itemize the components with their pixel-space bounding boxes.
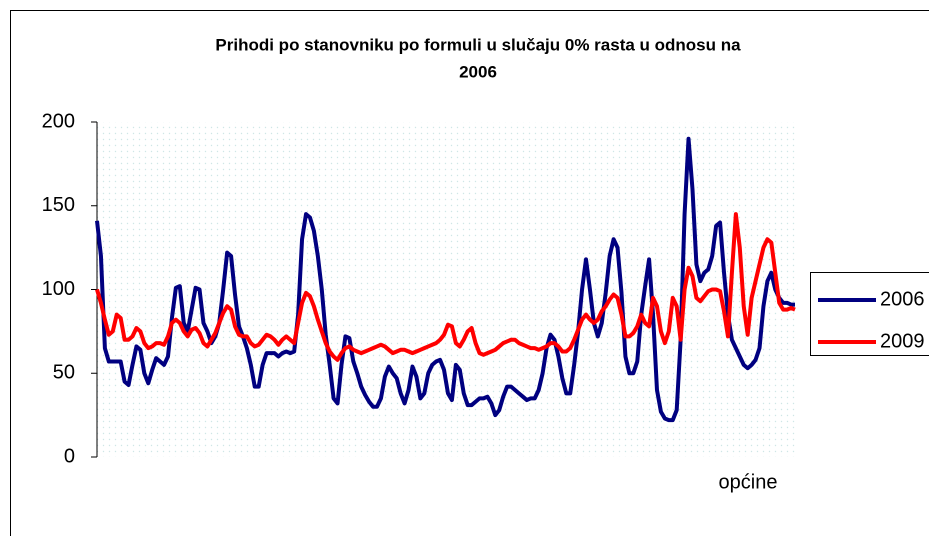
y-tick-label: 50 <box>53 362 75 384</box>
legend-label: 2006 <box>880 288 925 310</box>
series-line <box>95 212 796 362</box>
chart-title: 2006 <box>459 62 497 81</box>
y-tick-label: 100 <box>42 278 75 300</box>
y-tick-label: 0 <box>64 445 75 467</box>
x-axis-label: općine <box>719 471 778 493</box>
y-tick-label: 150 <box>42 194 75 216</box>
y-tick-label: 200 <box>42 110 75 132</box>
chart-title: Prihodi po stanovniku po formuli u sluča… <box>215 35 741 54</box>
legend-label: 2009 <box>880 330 925 352</box>
